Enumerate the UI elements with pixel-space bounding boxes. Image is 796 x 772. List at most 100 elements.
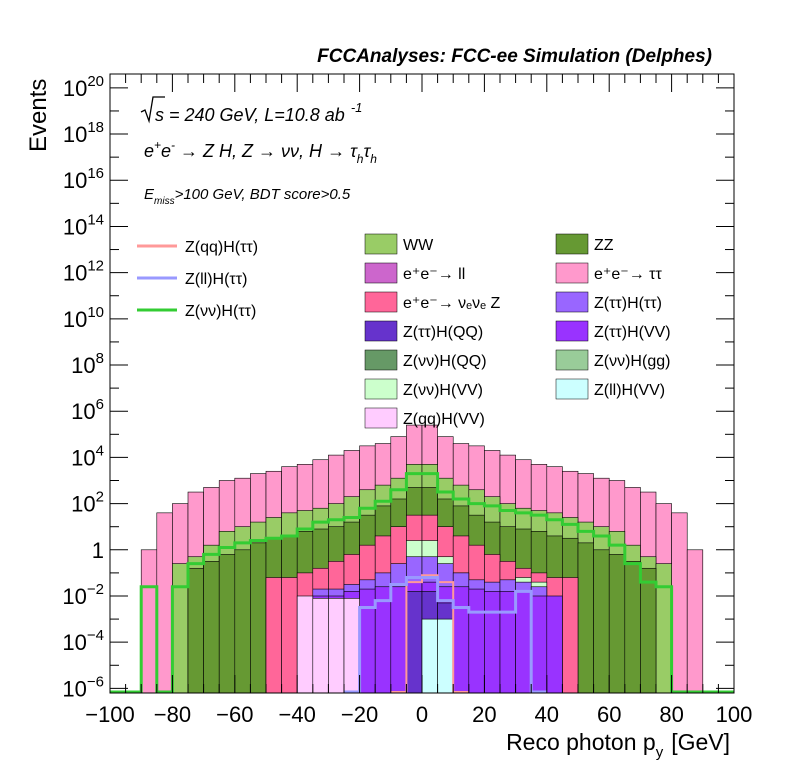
process-tau-sub2: h [370,152,377,166]
y-tick-label: 102 [71,489,104,517]
process-e2-sup: - [171,138,175,152]
bar [296,595,314,694]
bar [359,588,376,694]
process-e2: e [161,141,171,161]
x-tick-label: 60 [597,702,621,727]
sqrt-symbol [140,96,165,124]
x-axis-ticks: −100 −80 −60 −40 −20 0 20 40 60 80 100 [85,74,752,727]
selection-rest: >100 GeV, BDT score>0.5 [175,186,351,203]
y-tick-label: 1012 [63,258,104,286]
process-arrow2: → νν, H [258,141,327,161]
lumi-exponent: -1 [351,100,363,115]
process-e1: e [144,141,154,161]
legend-label: e⁺e⁻→ ττ [594,266,662,283]
bar [484,591,501,694]
legend-swatch [555,349,589,371]
legend-label: Z(qq)H(VV) [403,411,485,428]
signal-line-2 [110,472,734,694]
bar [343,598,360,694]
y-tick-label: 1020 [63,73,104,101]
legend-swatch [364,407,398,429]
x-tick-label: −60 [216,702,253,727]
bar [562,577,579,694]
process-arrow1: → Z H, Z [175,141,258,161]
bar [515,591,532,694]
bar [374,586,392,694]
svg-text:s = 240 GeV, L=10.8 ab-1: s = 240 GeV, L=10.8 ab -1 [155,100,362,125]
annotation-energy: s = 240 GeV, L=10.8 ab -1 [140,96,362,125]
signal-line-1 [344,576,547,694]
bar [187,567,204,694]
legend-swatch [555,378,589,400]
legend-swatch [555,262,589,284]
y-tick-label: 1018 [63,119,104,147]
bar [608,554,626,694]
bar [468,588,485,694]
legend-label: Z(ττ)H(QQ) [403,324,483,341]
legend-backgrounds-col1: WW e⁺e⁻→ ll e⁺e⁻→ νₑνₑ Z Z(ττ)H(QQ) Z(νν)H(Q… [364,233,500,429]
legend-label: e⁺e⁻→ ll [403,266,465,283]
x-tick-label: −80 [154,702,191,727]
selection-E: E [144,186,155,203]
legend-swatch [555,320,589,342]
legend-label: Z(νν)H(ττ) [185,303,256,320]
signal-line-0 [390,574,469,693]
bar [421,618,438,694]
x-tick-label: −100 [85,702,135,727]
x-axis-label-main: Reco photon p [506,729,656,755]
legend-label: Z(νν)H(gg) [594,353,670,370]
legend-swatch [364,291,398,313]
bar [530,595,548,694]
bar [577,542,594,694]
bar [671,512,688,694]
y-tick-label: 10−2 [62,581,104,609]
stack-7 [296,595,360,694]
x-tick-label: 80 [659,702,683,727]
bar [640,567,657,694]
legend-label: Z(ττ)H(VV) [594,324,671,341]
legend-label: Z(ll)H(ττ) [185,271,247,288]
bar [156,512,173,694]
header-title: FCCAnalyses: FCC-ee Simulation (Delphes) [317,46,712,67]
legend-swatch [364,233,398,255]
legend-swatch [364,349,398,371]
stacked-bars-layer [140,424,704,694]
legend-label: Z(ll)H(VV) [594,382,665,399]
x-tick-label: 20 [472,702,496,727]
x-tick-label: 40 [535,702,559,727]
y-tick-label: 106 [71,396,104,424]
legend-label: ZZ [594,237,614,254]
y-tick-label: 104 [71,442,104,470]
y-tick-label: 1016 [63,165,104,193]
bar [172,563,189,694]
bar [686,549,704,694]
bar [281,577,298,694]
legend-swatch [364,320,398,342]
process-tau2: τ [363,141,371,161]
bar [624,561,641,694]
process-e1-sup: + [154,138,161,152]
y-tick-label: 1010 [63,304,104,332]
bar [203,561,220,694]
legend-label: WW [403,237,434,254]
legend-label: e⁺e⁻→ νₑνₑ Z [403,295,500,312]
legend-swatch [364,378,398,400]
stack-9 [421,618,454,694]
legend-swatch [555,291,589,313]
process-arrow3: → τ [327,141,358,161]
signal-lines-layer [110,472,734,694]
selection-E-sub: miss [154,196,175,207]
y-tick-label: 10−4 [62,627,104,655]
process-tau-sub1: h [357,152,364,166]
bar [140,549,158,694]
x-tick-label: 0 [416,702,428,727]
legend-signals: Z(qq)H(ττ) Z(ll)H(ττ) Z(νν)H(ττ) [137,239,258,320]
y-axis-ticks: 1020 1018 1016 1014 1012 1010 108 106 104 102 1 10−… [62,73,734,701]
bar [250,542,267,694]
bar [265,577,282,694]
y-tick-label: 10−6 [62,673,104,701]
bar [655,563,672,694]
bar [406,591,423,694]
legend-label: Z(νν)H(VV) [403,382,483,399]
